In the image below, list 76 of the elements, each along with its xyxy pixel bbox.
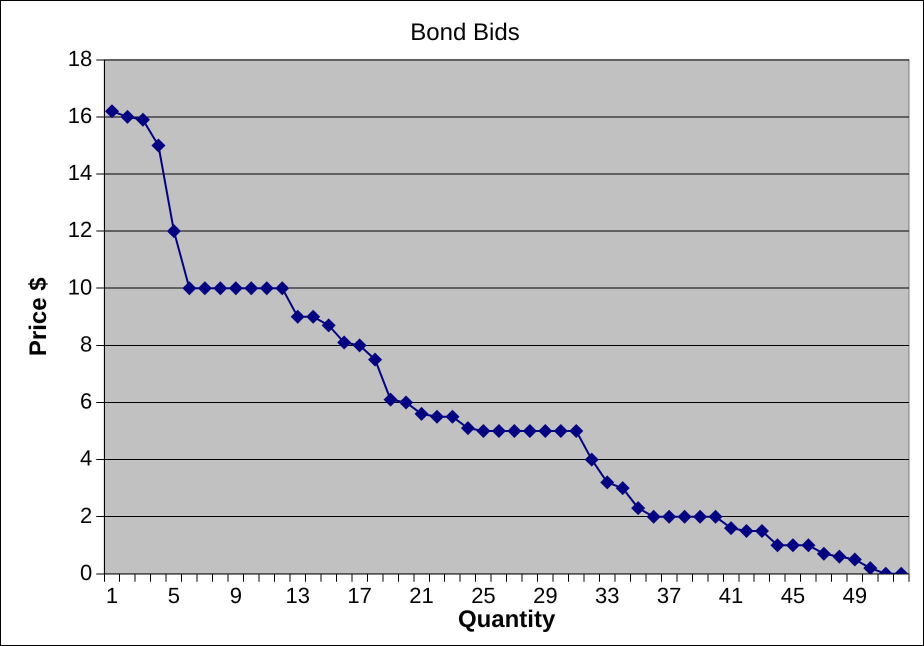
- point: [198, 281, 212, 296]
- point: [816, 546, 831, 561]
- x-tick-label: 41: [718, 583, 744, 608]
- point: [554, 424, 568, 438]
- point: [476, 424, 490, 438]
- point: [322, 318, 336, 332]
- point: [522, 424, 537, 438]
- x-tick-label: 17: [347, 583, 372, 608]
- point: [848, 552, 862, 567]
- point: [151, 138, 166, 152]
- y-tick-label: 18: [68, 46, 92, 71]
- point: [507, 424, 522, 438]
- y-tick-label: 8: [80, 331, 92, 356]
- point: [136, 112, 150, 127]
- point: [786, 538, 800, 552]
- x-tick-label: 25: [471, 583, 496, 608]
- point: [801, 538, 816, 552]
- point: [368, 352, 382, 367]
- x-tick-label: 9: [230, 583, 242, 608]
- point: [708, 510, 723, 524]
- x-tick-label: 13: [285, 583, 310, 608]
- y-tick-label: 6: [80, 388, 92, 414]
- point: [569, 424, 584, 438]
- y-tick-label: 2: [80, 502, 92, 528]
- y-axis-title: Price $: [25, 276, 52, 356]
- point: [631, 501, 646, 516]
- point: [337, 336, 352, 350]
- point: [120, 110, 134, 124]
- point: [244, 281, 258, 296]
- point: [584, 452, 599, 467]
- point: [678, 510, 692, 524]
- point: [414, 406, 429, 421]
- point: [770, 538, 784, 552]
- chart-title: Bond Bids: [410, 19, 520, 46]
- point: [384, 392, 398, 407]
- point: [492, 424, 506, 438]
- point: [693, 510, 708, 524]
- point: [166, 224, 181, 238]
- point: [863, 561, 878, 574]
- x-tick-label: 29: [533, 583, 558, 608]
- point: [754, 524, 769, 538]
- point: [260, 281, 274, 296]
- point: [646, 510, 661, 524]
- y-tick-label: 16: [68, 102, 92, 128]
- point: [182, 281, 196, 296]
- y-tick-label: 14: [68, 160, 92, 186]
- x-tick-label: 21: [409, 583, 434, 608]
- x-tick-label: 5: [168, 583, 180, 608]
- point: [616, 481, 630, 496]
- point: [352, 338, 367, 352]
- point: [538, 424, 552, 438]
- point: [213, 281, 228, 296]
- point: [600, 475, 614, 490]
- point: [724, 521, 738, 536]
- point: [306, 310, 320, 324]
- point: [460, 421, 475, 436]
- x-tick-label: 45: [780, 583, 806, 608]
- point: [399, 395, 414, 410]
- y-tick-label: 4: [80, 446, 92, 471]
- x-tick-label: 33: [594, 583, 620, 608]
- x-tick-label: 37: [656, 583, 682, 608]
- point: [662, 510, 676, 524]
- y-tick-label: 0: [80, 560, 92, 585]
- point: [228, 281, 243, 296]
- point: [740, 524, 754, 538]
- x-axis-title: Quantity: [458, 606, 556, 634]
- point: [275, 281, 290, 296]
- x-tick-label: 49: [842, 583, 868, 608]
- y-tick-label: 10: [68, 274, 92, 300]
- point: [832, 550, 846, 564]
- y-tick-label: 12: [68, 217, 92, 242]
- x-tick-label: 1: [106, 583, 118, 608]
- point: [105, 104, 120, 118]
- point: [445, 410, 460, 424]
- point: [290, 310, 305, 324]
- point: [430, 410, 444, 424]
